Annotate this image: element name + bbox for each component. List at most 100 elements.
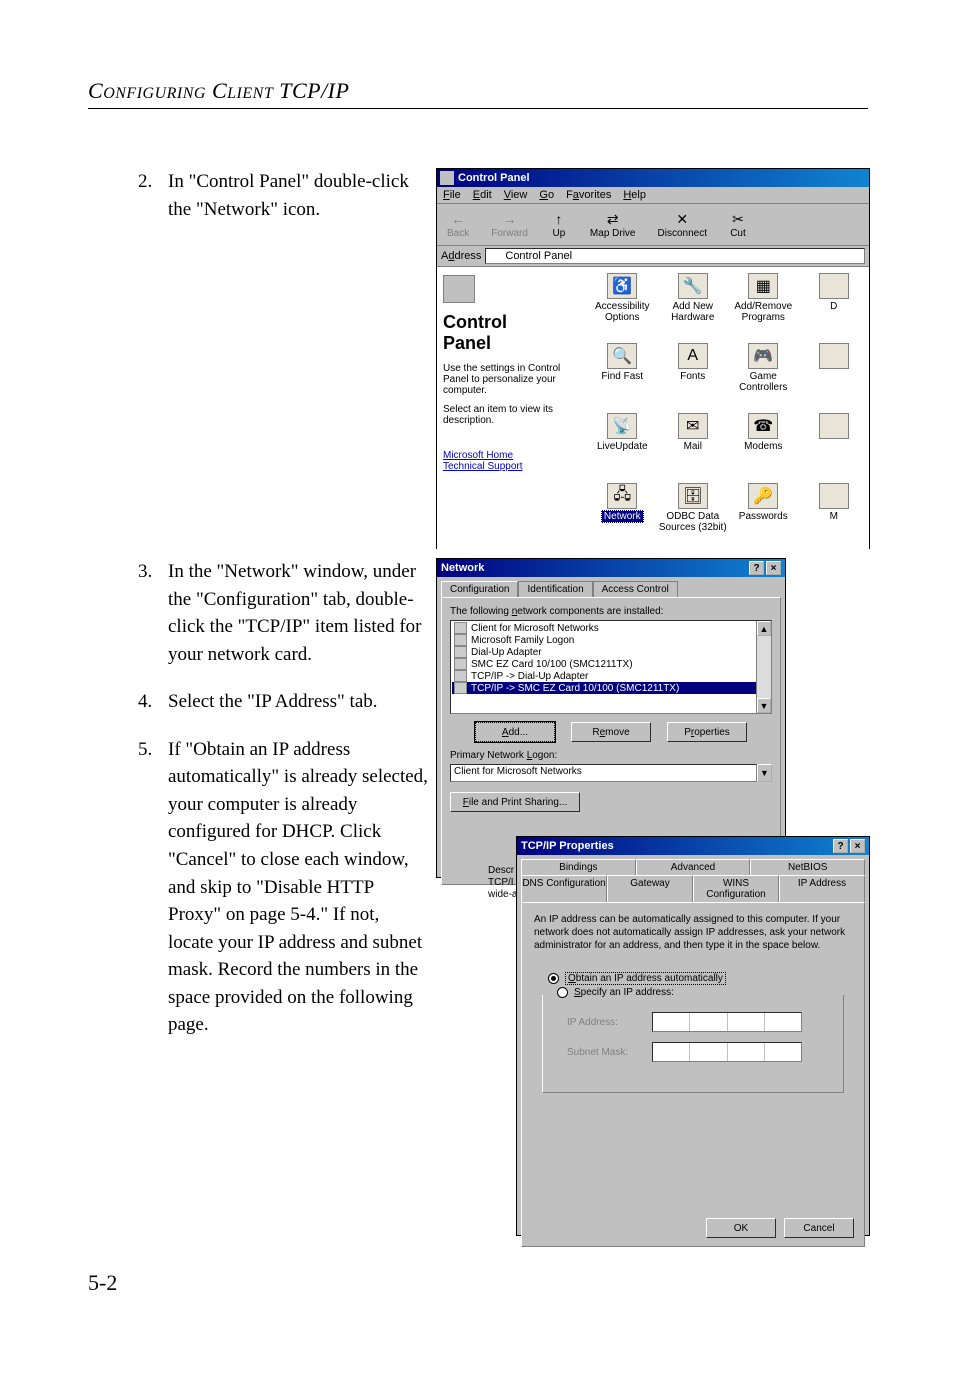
sidebar-desc1: Use the settings in Control Panel to per…	[443, 363, 581, 396]
tcpip-description: An IP address can be automatically assig…	[534, 913, 852, 952]
network-component-item[interactable]: Client for Microsoft Networks	[452, 622, 770, 634]
tab-advanced[interactable]: Advanced	[636, 859, 751, 875]
dropdown-icon[interactable]: ▼	[757, 764, 772, 782]
tab-configuration[interactable]: Configuration	[441, 581, 518, 597]
file-print-sharing-button[interactable]: File and Print Sharing...	[450, 792, 580, 812]
menu-edit[interactable]: Edit	[473, 189, 492, 201]
toolbar-disconnect[interactable]: ✕Disconnect	[658, 210, 707, 239]
cp-icon-add-remove-programs[interactable]: ▦Add/Remove Programs	[728, 273, 799, 343]
tcpip-dialog: TCP/IP Properties ? × Bindings Advanced …	[516, 836, 870, 1236]
menu-go[interactable]: Go	[539, 189, 554, 201]
scrollbar[interactable]: ▲ ▼	[756, 621, 771, 713]
components-list[interactable]: Client for Microsoft NetworksMicrosoft F…	[450, 620, 772, 714]
address-field[interactable]: Control Panel	[485, 248, 865, 264]
cp-icon-modems[interactable]: ☎Modems	[728, 413, 799, 483]
cp-icon-blank[interactable]	[799, 343, 870, 413]
remove-button[interactable]: Remove	[571, 722, 651, 742]
step-2: 2. In "Control Panel" double-click the "…	[138, 168, 428, 223]
tcpip-titlebar[interactable]: TCP/IP Properties ? ×	[517, 837, 869, 855]
logon-label: Primary Network Logon:	[450, 750, 772, 761]
ok-button[interactable]: OK	[706, 1218, 776, 1238]
close-button[interactable]: ×	[766, 561, 781, 575]
properties-button[interactable]: Properties	[667, 722, 747, 742]
tab-netbios[interactable]: NetBIOS	[750, 859, 865, 875]
tab-bindings[interactable]: Bindings	[521, 859, 636, 875]
menu-file[interactable]: File	[443, 189, 461, 201]
toolbar: ←Back→Forward↑Up⇄Map Drive✕Disconnect✂Cu…	[437, 204, 869, 246]
cp-icon-odbc-data-sources-32bit-[interactable]: 🗄ODBC Data Sources (32bit)	[658, 483, 729, 553]
toolbar-map-drive[interactable]: ⇄Map Drive	[590, 210, 636, 239]
step-num: 4.	[138, 688, 168, 716]
cp-icon-game-controllers[interactable]: 🎮Game Controllers	[728, 343, 799, 413]
cp-icon-fonts[interactable]: AFonts	[658, 343, 729, 413]
tab-ip-address[interactable]: IP Address	[779, 875, 865, 902]
cp-icon-passwords[interactable]: 🔑Passwords	[728, 483, 799, 553]
cp-icon-accessibility-options[interactable]: ♿Accessibility Options	[587, 273, 658, 343]
radio-specify[interactable]: Specify an IP address:	[557, 987, 829, 998]
step-4: 4. Select the "IP Address" tab.	[138, 688, 428, 716]
control-panel-icon	[443, 275, 475, 303]
cp-icon-mail[interactable]: ✉Mail	[658, 413, 729, 483]
logon-combo[interactable]: Client for Microsoft Networks ▼	[450, 764, 772, 782]
cp-icon-m[interactable]: M	[799, 483, 870, 553]
cp-icon-find-fast[interactable]: 🔍Find Fast	[587, 343, 658, 413]
toolbar-cut[interactable]: ✂Cut	[729, 210, 747, 239]
tab-gateway[interactable]: Gateway	[607, 875, 693, 902]
network-component-item[interactable]: Dial-Up Adapter	[452, 646, 770, 658]
menu-view[interactable]: View	[504, 189, 528, 201]
cp-icon-blank[interactable]	[799, 413, 870, 483]
scroll-up-icon[interactable]: ▲	[757, 621, 771, 636]
header-rule	[88, 108, 868, 109]
tab-dns[interactable]: DNS Configuration	[521, 875, 607, 902]
control-panel-body: Control Panel Use the settings in Contro…	[437, 267, 869, 563]
help-button[interactable]: ?	[833, 839, 848, 853]
step-3: 3. In the "Network" window, under the "C…	[138, 558, 428, 668]
radio-icon[interactable]	[557, 987, 568, 998]
page-number: 5-2	[88, 1270, 117, 1296]
toolbar-up[interactable]: ↑Up	[550, 210, 568, 239]
tab-wins[interactable]: WINS Configuration	[693, 875, 779, 902]
link-tech-support[interactable]: Technical Support	[443, 461, 581, 472]
menu-help[interactable]: Help	[623, 189, 646, 201]
tcpip-tabs-row1: Bindings Advanced NetBIOS	[517, 855, 869, 875]
ip-address-field[interactable]	[652, 1012, 802, 1032]
step-text: In the "Network" window, under the "Conf…	[168, 558, 428, 668]
network-component-item[interactable]: SMC EZ Card 10/100 (SMC1211TX)	[452, 658, 770, 670]
network-component-item[interactable]: TCP/IP -> Dial-Up Adapter	[452, 670, 770, 682]
network-component-item[interactable]: TCP/IP -> SMC EZ Card 10/100 (SMC1211TX)	[452, 682, 770, 694]
cp-icon-d[interactable]: D	[799, 273, 870, 343]
toolbar-back: ←Back	[447, 210, 469, 239]
radio-obtain-auto[interactable]: Obtain an IP address automatically	[548, 972, 852, 985]
cancel-button[interactable]: Cancel	[784, 1218, 854, 1238]
network-titlebar[interactable]: Network ? ×	[437, 559, 785, 577]
tab-access-control[interactable]: Access Control	[593, 581, 678, 597]
subnet-mask-field[interactable]	[652, 1042, 802, 1062]
network-buttons: Add... Remove Properties	[450, 722, 772, 742]
step-text: If "Obtain an IP address automatically" …	[168, 736, 428, 1039]
address-label: Address	[441, 250, 481, 262]
steps-list: 2. In "Control Panel" double-click the "…	[138, 168, 428, 1059]
address-bar: Address Control Panel	[437, 246, 869, 267]
network-tabs: Configuration Identification Access Cont…	[437, 577, 785, 597]
step-5: 5. If "Obtain an IP address automaticall…	[138, 736, 428, 1039]
link-ms-home[interactable]: Microsoft Home	[443, 450, 581, 461]
help-button[interactable]: ?	[749, 561, 764, 575]
menubar[interactable]: File Edit View Go Favorites Help	[437, 187, 869, 204]
scroll-down-icon[interactable]: ▼	[757, 698, 771, 713]
system-icon	[440, 171, 454, 185]
cp-icon-liveupdate[interactable]: 📡LiveUpdate	[587, 413, 658, 483]
tab-identification[interactable]: Identification	[518, 581, 592, 597]
ip-address-label: IP Address:	[557, 1017, 642, 1028]
window-title: Control Panel	[458, 172, 530, 184]
close-button[interactable]: ×	[850, 839, 865, 853]
add-button[interactable]: Add...	[475, 722, 555, 742]
address-value: Control Panel	[505, 250, 572, 262]
step-text: Select the "IP Address" tab.	[168, 688, 428, 716]
control-panel-titlebar[interactable]: Control Panel	[437, 169, 869, 187]
truncated-labels: Descr TCP/I wide-a	[488, 865, 518, 901]
network-component-item[interactable]: Microsoft Family Logon	[452, 634, 770, 646]
cp-icon-network[interactable]: 🖧Network	[587, 483, 658, 553]
radio-icon[interactable]	[548, 973, 559, 984]
cp-icon-add-new-hardware[interactable]: 🔧Add New Hardware	[658, 273, 729, 343]
menu-favorites[interactable]: Favorites	[566, 189, 611, 201]
